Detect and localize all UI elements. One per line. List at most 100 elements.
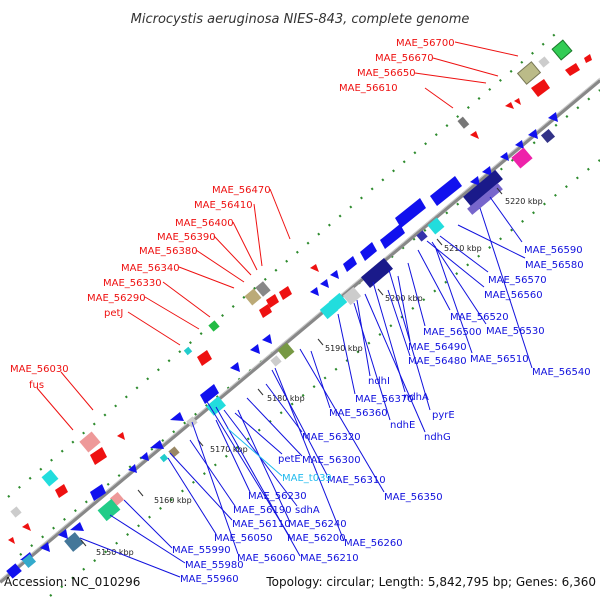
rna-label: MAE_t039 bbox=[282, 473, 332, 484]
reverse-labels: MAE_56590 MAE_56580 MAE_56570 MAE_56560 … bbox=[172, 245, 591, 585]
gene-arrow bbox=[500, 152, 509, 161]
callout-line bbox=[127, 311, 181, 346]
gene-label: MAE_56060 bbox=[237, 553, 296, 564]
gene-block bbox=[467, 183, 503, 215]
gene-arrow bbox=[470, 131, 479, 139]
gene-label: fus bbox=[29, 380, 44, 391]
gene-arrow bbox=[90, 447, 107, 465]
callout-line bbox=[364, 293, 426, 433]
gene-block bbox=[159, 453, 169, 463]
gene-arrow bbox=[230, 362, 240, 372]
callout-line bbox=[215, 419, 251, 493]
tick-mark bbox=[137, 489, 144, 497]
gene-arrow bbox=[395, 198, 426, 228]
gene-arrow bbox=[90, 484, 106, 501]
gene-arrow bbox=[505, 102, 514, 109]
gene-label: ndhI bbox=[368, 376, 390, 387]
gene-label: MAE_56590 bbox=[524, 245, 583, 256]
gene-arrow bbox=[262, 334, 272, 344]
gene-arrow bbox=[360, 242, 377, 261]
tick-label-5200: 5200 kbp bbox=[385, 294, 423, 303]
gene-label: MAE_56110 bbox=[232, 519, 291, 530]
genome-summary-text: Topology: circular; Length: 5,842,795 bp… bbox=[265, 575, 596, 589]
callout-line bbox=[388, 269, 431, 411]
gene-block bbox=[540, 128, 556, 144]
gene-block bbox=[10, 506, 22, 518]
callout-line bbox=[246, 397, 303, 457]
tick-label-5190: 5190 kbp bbox=[325, 344, 363, 353]
gene-arrow bbox=[117, 432, 125, 440]
gene-label: MAE_56030 bbox=[10, 364, 69, 375]
gene-label: MAE_55980 bbox=[185, 560, 244, 571]
gene-label: MAE_56360 bbox=[329, 408, 388, 419]
callout-line bbox=[489, 196, 523, 243]
gene-arrow bbox=[58, 529, 68, 539]
gene-label: ndhG bbox=[424, 432, 451, 443]
gene-arrow bbox=[128, 464, 137, 473]
map-title: Microcystis aeruginosa NIES-843, complet… bbox=[131, 12, 470, 27]
tick-mark bbox=[496, 187, 503, 195]
gene-block bbox=[463, 169, 503, 207]
callout-line bbox=[265, 383, 303, 433]
callout-line bbox=[162, 281, 211, 318]
gene-arrow bbox=[548, 112, 558, 122]
gene-label: ndhE bbox=[390, 420, 415, 431]
forward-labels: MAE_56700 MAE_56670 MAE_56650 MAE_56610 … bbox=[10, 38, 455, 391]
accession-text: Accession: NC_010296 bbox=[4, 575, 140, 589]
gene-arrow bbox=[310, 264, 319, 272]
gene-arrow bbox=[380, 224, 405, 249]
forward-features bbox=[8, 39, 592, 544]
gene-label: MAE_56290 bbox=[87, 293, 146, 304]
callout-line bbox=[299, 348, 385, 493]
gene-label: MAE_56480 bbox=[408, 356, 467, 367]
callout-line bbox=[60, 371, 94, 411]
callout-line bbox=[356, 299, 371, 377]
gene-arrow bbox=[310, 287, 319, 296]
tick-mark bbox=[377, 288, 384, 296]
gene-label: MAE_56300 bbox=[302, 455, 361, 466]
gene-arrow bbox=[170, 412, 184, 421]
gene-block bbox=[244, 288, 262, 306]
callout-line bbox=[432, 57, 499, 77]
gene-arrow bbox=[514, 98, 521, 105]
gene-arrow bbox=[330, 270, 339, 279]
gene-arrow bbox=[200, 384, 219, 404]
genome-backbone bbox=[0, 78, 600, 584]
callout-line bbox=[397, 275, 411, 342]
gene-block bbox=[97, 498, 121, 522]
gene-block bbox=[277, 342, 295, 360]
gene-arrow bbox=[565, 63, 580, 76]
gene-block bbox=[41, 469, 59, 487]
gene-label: MAE_55990 bbox=[172, 545, 231, 556]
gene-arrow bbox=[430, 176, 462, 206]
gene-label: MAE_56670 bbox=[375, 53, 434, 64]
gene-block bbox=[551, 39, 573, 61]
callout-line bbox=[439, 235, 489, 273]
gene-arrow bbox=[266, 294, 279, 308]
gene-arrow bbox=[22, 523, 31, 531]
callout-line bbox=[169, 452, 233, 521]
callout-line bbox=[353, 302, 391, 421]
gene-arrow bbox=[343, 256, 357, 272]
gene-label: MAE_56520 bbox=[450, 312, 509, 323]
gene-label: MAE_56530 bbox=[486, 326, 545, 337]
callout-line bbox=[213, 235, 252, 276]
tick-labels: 5150 kbp 5160 kbp 5170 kbp 5180 kbp 5190… bbox=[96, 197, 543, 557]
callout-line bbox=[457, 224, 526, 259]
gene-block bbox=[208, 320, 220, 332]
gene-block bbox=[427, 217, 445, 235]
gene-arrow bbox=[320, 279, 329, 288]
gene-arrow bbox=[250, 344, 260, 354]
gene-label: MAE_55960 bbox=[180, 574, 239, 585]
gene-block bbox=[270, 355, 282, 367]
callout-line bbox=[191, 421, 239, 555]
callout-line bbox=[123, 499, 173, 549]
gene-arrow bbox=[470, 176, 480, 186]
gene-label: MAE_56650 bbox=[357, 68, 416, 79]
callout-line bbox=[144, 296, 200, 330]
gene-block bbox=[183, 346, 193, 356]
gene-block bbox=[457, 116, 470, 129]
gene-arrow bbox=[515, 140, 524, 149]
gene-arrow bbox=[70, 522, 84, 531]
